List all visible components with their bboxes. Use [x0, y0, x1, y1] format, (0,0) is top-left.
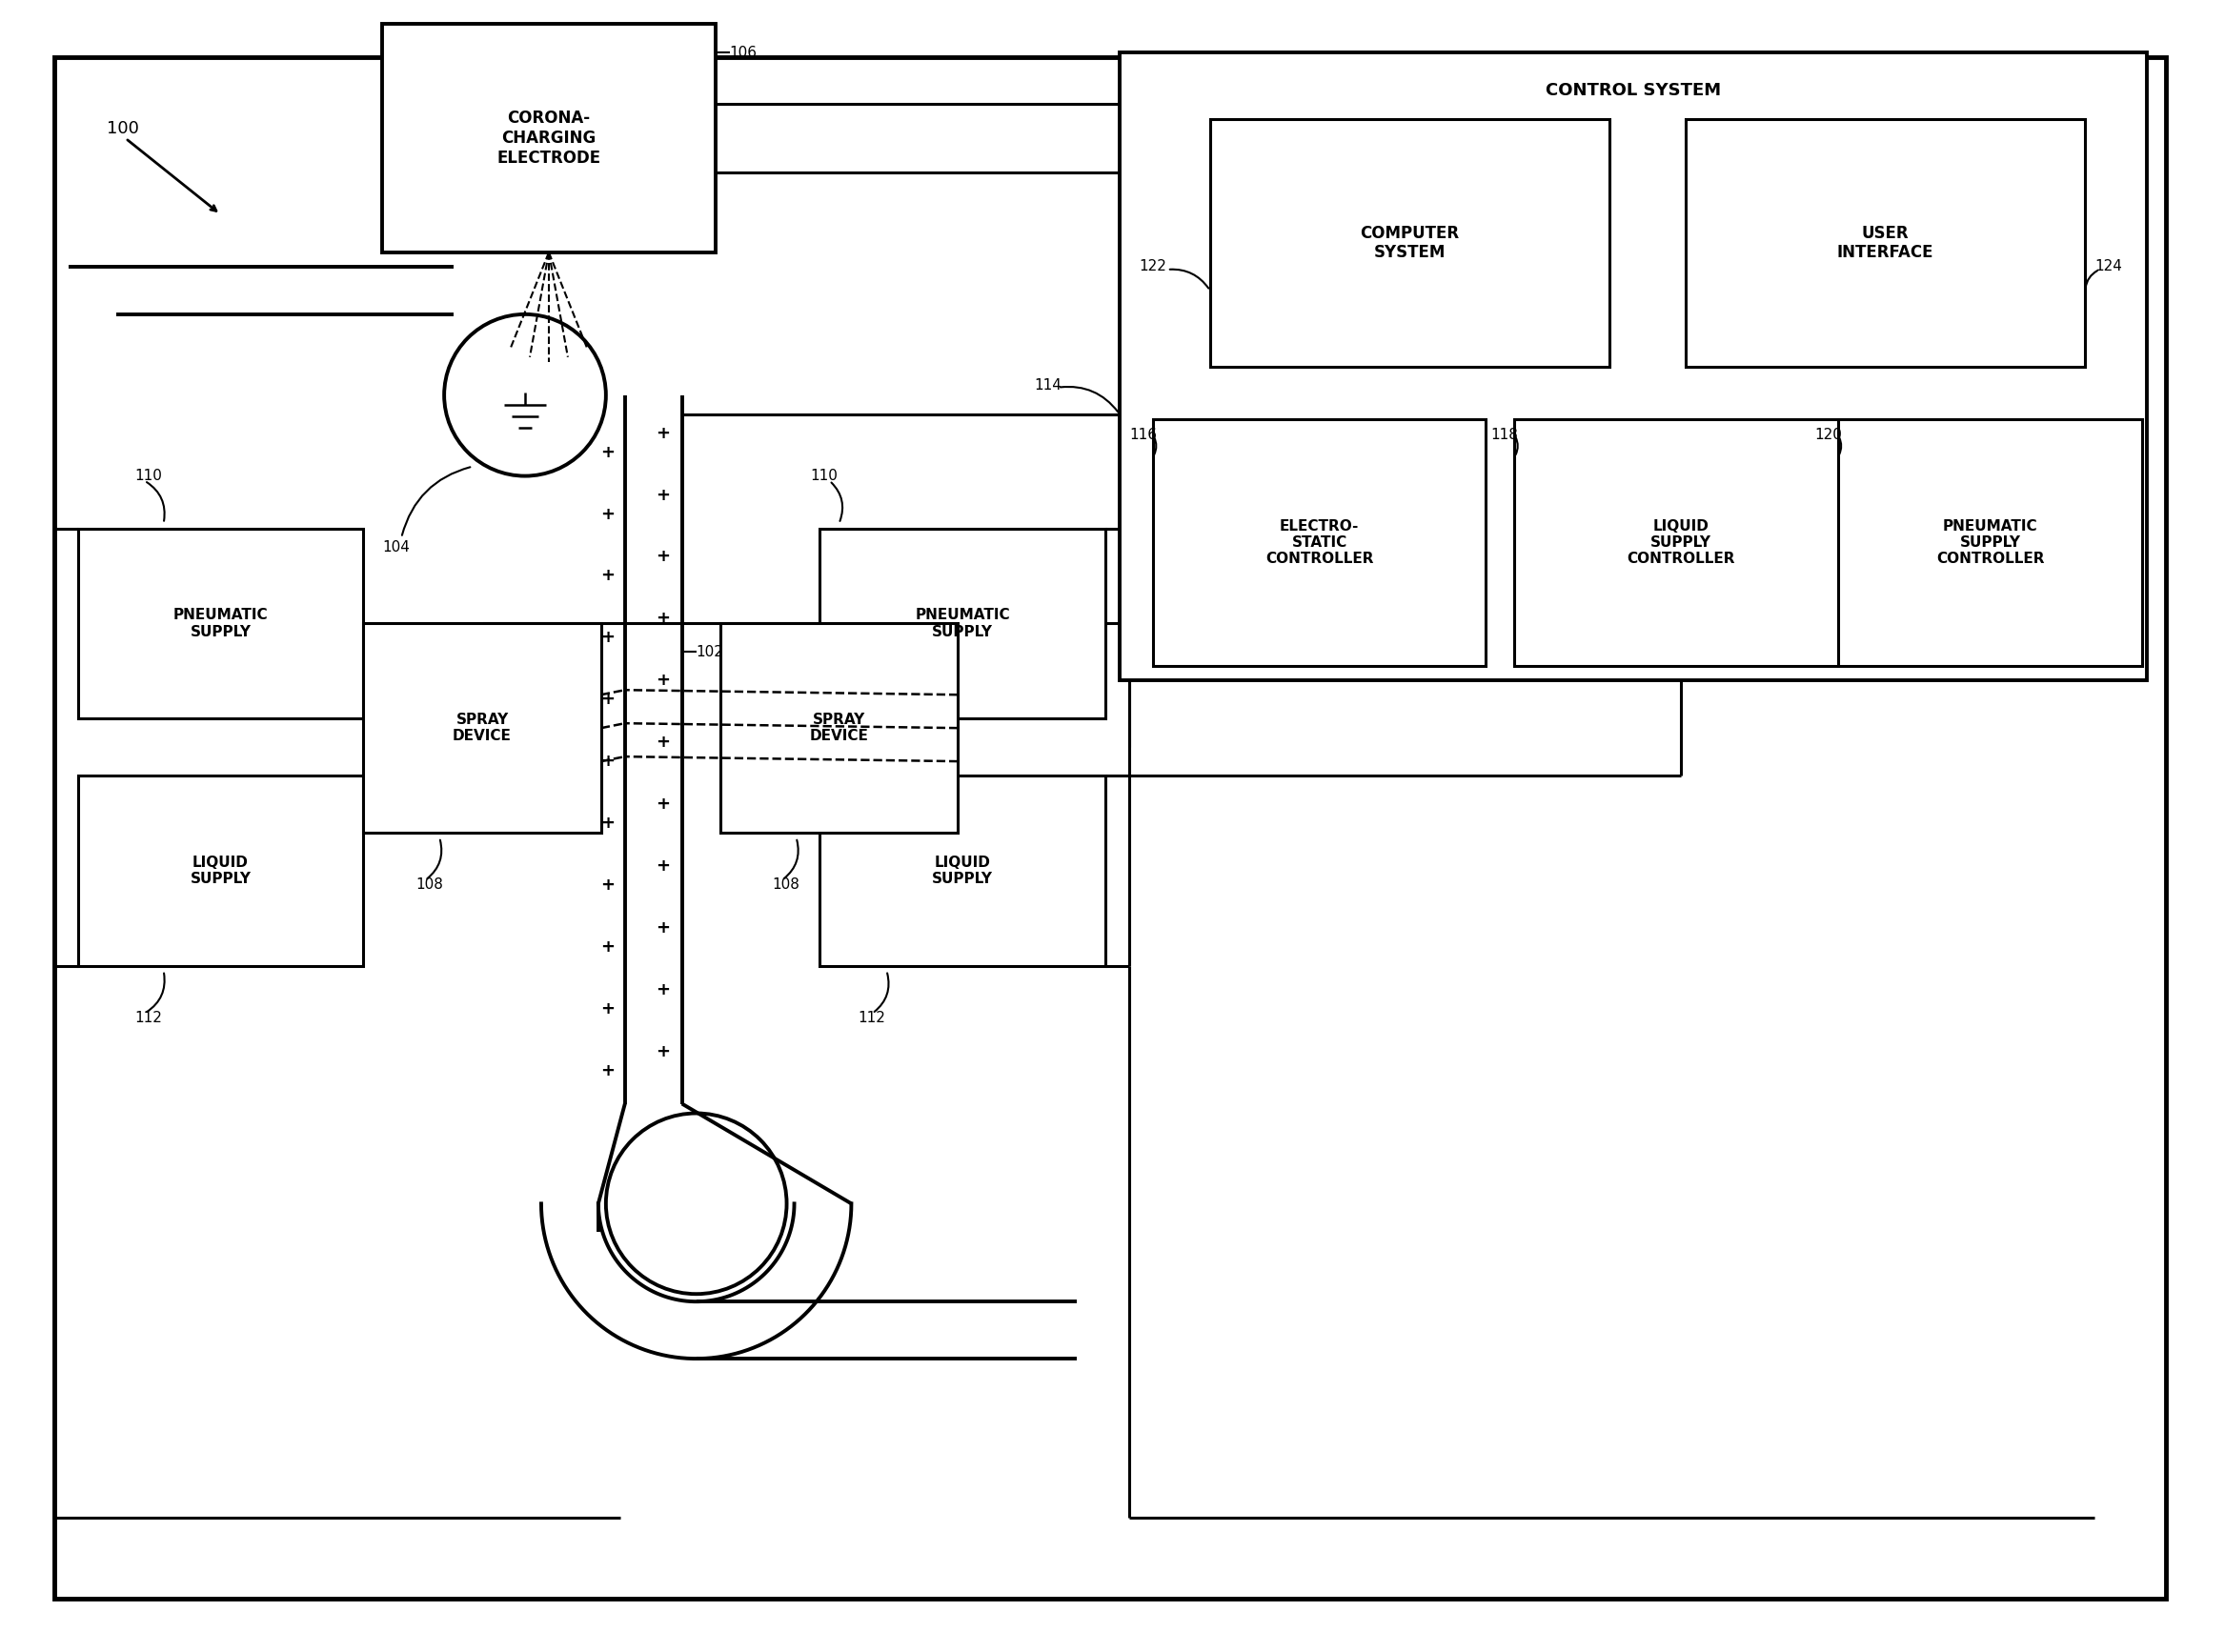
Text: CONTROL SYSTEM: CONTROL SYSTEM — [1546, 83, 1722, 99]
Text: 108: 108 — [772, 877, 801, 892]
Text: ELECTRO-
STATIC
CONTROLLER: ELECTRO- STATIC CONTROLLER — [1266, 519, 1373, 567]
Text: CORONA-
CHARGING
ELECTRODE: CORONA- CHARGING ELECTRODE — [496, 111, 601, 167]
Text: 120: 120 — [1813, 428, 1842, 443]
Text: PNEUMATIC
SUPPLY
CONTROLLER: PNEUMATIC SUPPLY CONTROLLER — [1936, 519, 2045, 567]
Text: LIQUID
SUPPLY
CONTROLLER: LIQUID SUPPLY CONTROLLER — [1626, 519, 1736, 567]
Text: 106: 106 — [730, 46, 756, 59]
Text: +: + — [656, 857, 670, 874]
Text: 102: 102 — [696, 644, 723, 659]
Text: USER
INTERFACE: USER INTERFACE — [1838, 225, 1934, 261]
Text: PNEUMATIC
SUPPLY: PNEUMATIC SUPPLY — [174, 608, 267, 639]
Text: 104: 104 — [383, 540, 409, 555]
Text: +: + — [656, 919, 670, 937]
Text: 124: 124 — [2094, 259, 2123, 274]
Bar — [821, 529, 1106, 719]
Bar — [1515, 420, 1847, 666]
Bar — [721, 623, 959, 833]
Text: LIQUID
SUPPLY: LIQUID SUPPLY — [932, 856, 992, 885]
Text: 112: 112 — [859, 1011, 886, 1026]
Text: +: + — [656, 548, 670, 565]
Text: SPRAY
DEVICE: SPRAY DEVICE — [452, 712, 512, 743]
Bar — [78, 775, 363, 966]
Text: +: + — [601, 753, 614, 770]
Bar — [821, 775, 1106, 966]
Bar — [363, 623, 601, 833]
Text: 116: 116 — [1128, 428, 1157, 443]
Text: +: + — [601, 444, 614, 461]
Bar — [78, 529, 363, 719]
Bar — [1119, 53, 2147, 681]
Text: 112: 112 — [136, 1011, 162, 1026]
Text: SPRAY
DEVICE: SPRAY DEVICE — [810, 712, 868, 743]
Text: 108: 108 — [416, 877, 443, 892]
Text: +: + — [656, 610, 670, 628]
Text: +: + — [601, 629, 614, 646]
Bar — [1153, 420, 1486, 666]
Text: +: + — [601, 814, 614, 831]
Text: +: + — [601, 877, 614, 894]
Text: 110: 110 — [136, 469, 162, 482]
Text: 110: 110 — [810, 469, 839, 482]
Text: +: + — [656, 1042, 670, 1061]
Text: COMPUTER
SYSTEM: COMPUTER SYSTEM — [1359, 225, 1460, 261]
Text: 114: 114 — [1035, 378, 1061, 393]
Bar — [1838, 420, 2143, 666]
Text: 100: 100 — [107, 121, 138, 137]
Bar — [1687, 119, 2085, 367]
Text: LIQUID
SUPPLY: LIQUID SUPPLY — [189, 856, 251, 885]
Bar — [1210, 119, 1609, 367]
Text: +: + — [656, 796, 670, 813]
Text: +: + — [601, 1062, 614, 1079]
Bar — [383, 25, 714, 253]
Text: 118: 118 — [1491, 428, 1517, 443]
Text: +: + — [601, 506, 614, 522]
Text: +: + — [656, 981, 670, 998]
Text: PNEUMATIC
SUPPLY: PNEUMATIC SUPPLY — [914, 608, 1010, 639]
Text: +: + — [601, 567, 614, 585]
Text: +: + — [601, 999, 614, 1018]
Text: +: + — [656, 425, 670, 441]
Text: +: + — [656, 733, 670, 752]
Text: 122: 122 — [1139, 259, 1166, 274]
Text: +: + — [601, 938, 614, 955]
Text: +: + — [656, 486, 670, 504]
Text: +: + — [656, 672, 670, 689]
Text: +: + — [601, 691, 614, 709]
